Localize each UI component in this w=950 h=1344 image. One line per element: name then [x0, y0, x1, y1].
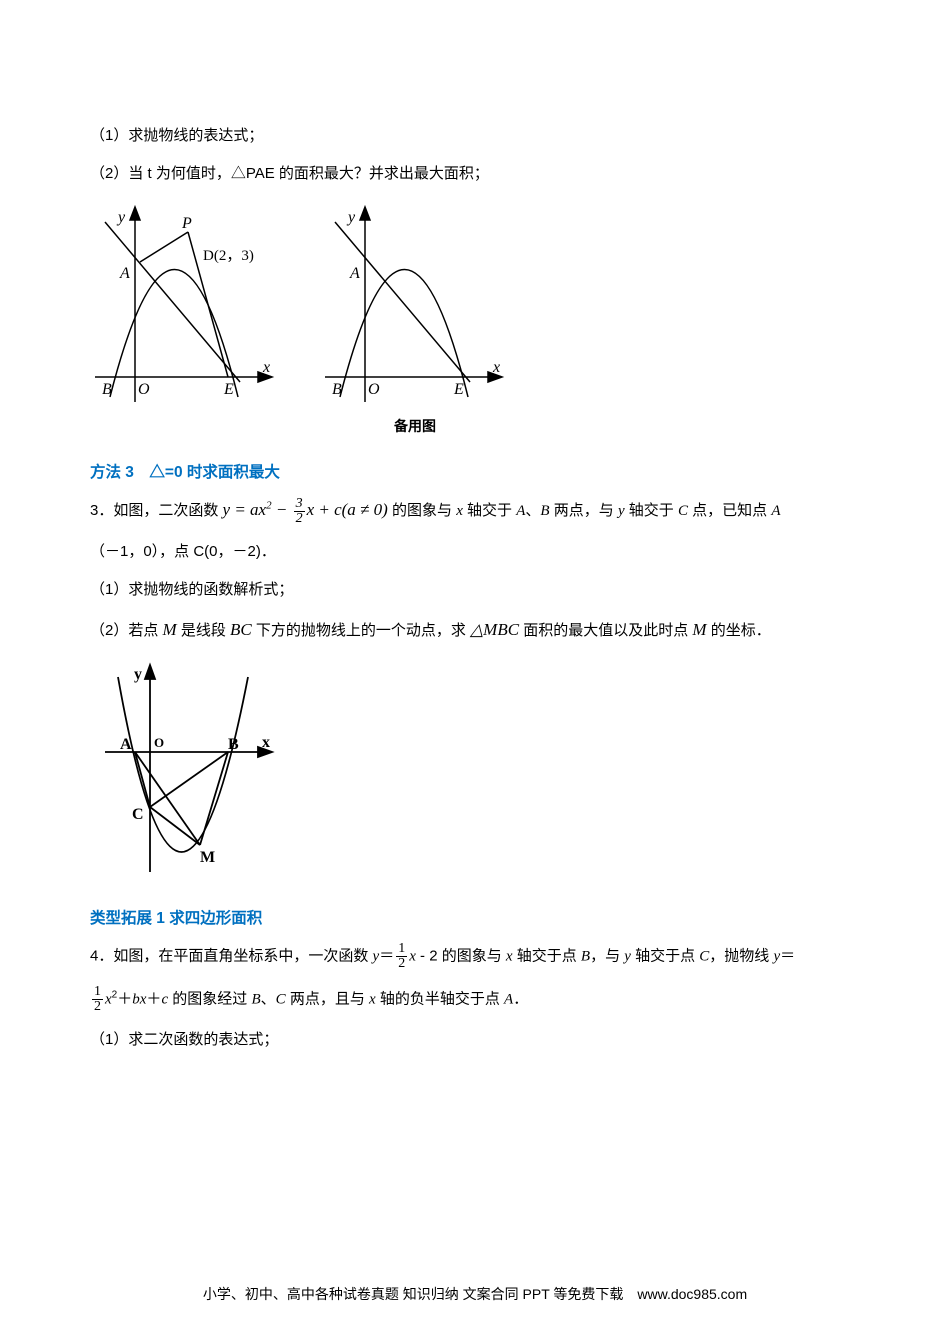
fig2-lbl-A: A — [349, 265, 360, 282]
q4-line2-g: 轴的负半轴交于点 — [376, 990, 504, 1007]
q4-B2: B — [251, 991, 260, 1007]
fig1-lbl-x: x — [262, 359, 270, 376]
frac1-num-a: 1 — [396, 942, 407, 957]
q3-part2-a: （2）若点 — [90, 622, 163, 639]
fig2-caption: 备用图 — [320, 416, 510, 436]
q3-part2-e: 的坐标． — [707, 622, 771, 639]
q4-A: A — [504, 991, 513, 1007]
figure-2: y x A B O E 备用图 — [320, 202, 510, 436]
page-footer: 小学、初中、高中各种试卷真题 知识归纳 文案合同 PPT 等免费下载 www.d… — [0, 1284, 950, 1304]
q3-part1: （1）求抛物线的函数解析式； — [90, 578, 860, 602]
q3-intro-b: 的图象与 — [392, 502, 456, 519]
q3-eq-a: ax — [250, 500, 266, 519]
figure-1: y x A B O E P D(2，3) — [90, 202, 280, 436]
q4-intro-d: ，与 — [590, 947, 624, 964]
q4-intro: 4．如图，在平面直角坐标系中，一次函数 y＝12x - 2 的图象与 x 轴交于… — [90, 942, 860, 971]
q4-bx: bx — [132, 991, 146, 1007]
fig2-lbl-y: y — [346, 209, 356, 226]
q4-line2-d: 的图象经过 — [168, 990, 251, 1007]
q3-x: x — [456, 503, 463, 519]
ext-1-heading: 类型拓展 1 求四边形面积 — [90, 906, 860, 928]
q4-intro-c: 轴交于点 — [513, 947, 581, 964]
q4-eq: ＝ — [379, 947, 394, 964]
q4-y: y — [624, 948, 631, 964]
fig3-lbl-y: y — [134, 666, 142, 683]
q4-part1: （1）求二次函数的表达式； — [90, 1028, 860, 1052]
fig1-lbl-P: P — [181, 215, 192, 232]
fig2-lbl-x: x — [492, 359, 500, 376]
fig3-lbl-O: O — [154, 735, 164, 750]
q4-C: C — [699, 948, 709, 964]
q3-part2-c: 下方的抛物线上的一个动点，求 — [252, 622, 470, 639]
figure-3-svg: y x A O B C M — [100, 657, 280, 882]
frac1-den-a: 2 — [396, 957, 407, 971]
q4-eq2: ＝ — [780, 947, 795, 964]
figure-2-svg: y x A B O E — [320, 202, 510, 412]
fig2-lbl-O: O — [368, 381, 380, 398]
fig1-lbl-A: A — [119, 265, 130, 282]
q3-part2: （2）若点 M 是线段 BC 下方的抛物线上的一个动点，求 △MBC 面积的最大… — [90, 616, 860, 643]
q2-part1: （1）求抛物线的表达式； — [90, 124, 860, 148]
q3-M2: M — [692, 620, 706, 639]
q4-x: x — [409, 948, 416, 964]
q3-M: M — [163, 620, 177, 639]
fig1-lbl-E: E — [223, 381, 234, 398]
q3-intro-f: 轴交于 — [625, 502, 678, 519]
figure-3: y x A O B C M — [100, 657, 860, 882]
q3-line2: （－1，0），点 C(0，－2)． — [90, 540, 860, 564]
q3-intro-e: 两点，与 — [550, 502, 618, 519]
frac3-den: 2 — [294, 512, 305, 526]
fig3-lbl-M: M — [200, 849, 215, 866]
q3-eq-y: y — [223, 500, 231, 519]
q2-part2: （2）当 t 为何值时，△PAE 的面积最大？并求出最大面积； — [90, 162, 860, 186]
q3-intro-g: 点，已知点 — [688, 502, 771, 519]
q4-line2-x: x — [105, 991, 112, 1007]
fig3-lbl-x: x — [262, 734, 270, 751]
page: （1）求抛物线的表达式； （2）当 t 为何值时，△PAE 的面积最大？并求出最… — [0, 0, 950, 1344]
q4-x3: x — [369, 991, 376, 1007]
q4-intro-a: 4．如图，在平面直角坐标系中，一次函数 — [90, 947, 373, 964]
q4-intro-e: 轴交于点 — [631, 947, 699, 964]
frac1-den-b: 2 — [92, 1000, 103, 1014]
q4-x2: x — [506, 948, 513, 964]
fig1-lbl-B: B — [102, 381, 112, 398]
q3-intro-a: 3．如图，二次函数 — [90, 502, 223, 519]
q4-intro-f: ，抛物线 — [709, 947, 773, 964]
q4-line2-e: 、 — [261, 990, 276, 1007]
q3-intro-d: 、 — [525, 502, 540, 519]
fig1-lbl-D: D(2，3) — [203, 248, 254, 264]
fig3-lbl-C: C — [132, 806, 144, 823]
q3-A2: A — [771, 503, 780, 519]
q4-C2: C — [276, 991, 286, 1007]
figure-1-svg: y x A B O E P D(2，3) — [90, 202, 280, 412]
q3-eq-rest: x + c(a ≠ 0) — [307, 500, 388, 519]
figures-row-1: y x A B O E P D(2，3) — [90, 202, 860, 436]
fig1-lbl-y: y — [116, 209, 126, 226]
frac3-num: 3 — [294, 497, 305, 512]
q3-B: B — [540, 503, 549, 519]
q3-intro: 3．如图，二次函数 y = ax2 − 32x + c(a ≠ 0) 的图象与 … — [90, 496, 860, 526]
q4-line2-c: ＋ — [146, 990, 161, 1007]
fig2-lbl-B: B — [332, 381, 342, 398]
method-3-heading: 方法 3 △=0 时求面积最大 — [90, 460, 860, 482]
q3-intro-c: 轴交于 — [463, 502, 516, 519]
q4-B: B — [581, 948, 590, 964]
q4-intro-b: - 2 的图象与 — [416, 947, 506, 964]
fig1-lbl-O: O — [138, 381, 150, 398]
fig3-lbl-B: B — [228, 736, 239, 753]
q4-line2-b: ＋ — [117, 990, 132, 1007]
q3-part2-b: 是线段 — [177, 622, 230, 639]
q4-line2: 12x2＋bx＋c 的图象经过 B、C 两点，且与 x 轴的负半轴交于点 A． — [90, 985, 860, 1014]
q3-C: C — [678, 503, 688, 519]
q3-eq-eq: = — [230, 500, 250, 519]
q3-BC: BC — [230, 620, 252, 639]
fig3-lbl-A: A — [120, 736, 132, 753]
q4-line2-h: ． — [513, 990, 528, 1007]
fig2-lbl-E: E — [453, 381, 464, 398]
q3-y: y — [618, 503, 625, 519]
q3-MBC: △MBC — [470, 620, 519, 639]
q3-part2-d: 面积的最大值以及此时点 — [519, 622, 692, 639]
frac1-num-b: 1 — [92, 985, 103, 1000]
q4-line2-f: 两点，且与 — [286, 990, 369, 1007]
